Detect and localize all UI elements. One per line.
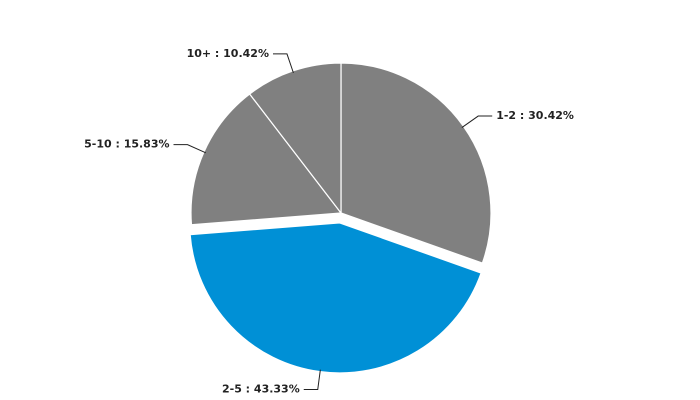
leader-line [173, 144, 206, 154]
leader-line [303, 369, 321, 390]
data-label: 2-5 : 43.33% [222, 382, 300, 395]
leader-line [461, 115, 493, 129]
leader-line [272, 53, 294, 74]
data-label: 1-2 : 30.42% [496, 109, 574, 122]
data-label: 10+ : 10.42% [187, 47, 269, 60]
data-label: 5-10 : 15.83% [84, 138, 169, 151]
